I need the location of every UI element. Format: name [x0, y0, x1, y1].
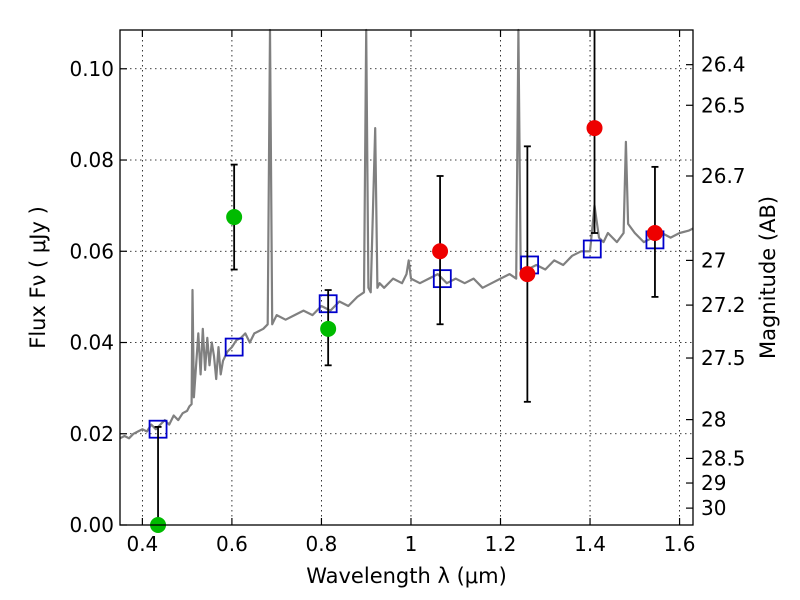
x-tick-label: 1.2	[485, 532, 517, 556]
x-tick-label: 0.6	[216, 532, 248, 556]
observed-point	[586, 120, 603, 137]
x-tick-label: 0.8	[306, 532, 338, 556]
mag-tick-label: 26.5	[701, 93, 746, 117]
mag-tick-label: 27.2	[701, 293, 746, 317]
y-tick-label: 0.00	[69, 513, 114, 537]
mag-tick-label: 28.5	[701, 446, 746, 470]
y-tick-label: 0.08	[69, 148, 114, 172]
mag-tick-label: 27.5	[701, 346, 746, 370]
y-tick-label: 0.04	[69, 331, 114, 355]
y-axis-label-right: Magnitude (AB)	[756, 196, 780, 359]
x-axis-label: Wavelength λ (μm)	[306, 564, 507, 588]
x-tick-label: 0.4	[126, 532, 158, 556]
model-photometry-square	[224, 337, 244, 357]
mag-tick-label: 29	[701, 471, 726, 495]
x-tick-label: 1	[405, 532, 418, 556]
tick-layer: 0.4 0.6 0.8 1 1.2 1.4 1.6 0.00 0.02 0.04 0.06 0.08 0…	[69, 30, 746, 556]
marker-layer	[148, 30, 665, 533]
mag-tick-label: 26.4	[701, 53, 746, 77]
observed-point	[432, 243, 449, 260]
y-tick-label: 0.10	[69, 57, 114, 81]
observed-point	[320, 320, 337, 337]
mag-tick-label: 30	[701, 496, 726, 520]
x-tick-label: 1.4	[574, 532, 606, 556]
y-tick-label: 0.02	[69, 422, 114, 446]
grid-lines	[120, 30, 693, 525]
model-curve-layer	[119, 28, 694, 440]
observed-point	[646, 225, 663, 242]
mag-tick-label: 28	[701, 408, 726, 432]
mag-tick-label: 26.7	[701, 164, 746, 188]
model-sed-curve	[119, 28, 694, 440]
y-tick-label: 0.06	[69, 239, 114, 263]
observed-point	[226, 209, 243, 226]
model-photometry-square	[432, 269, 452, 289]
mag-tick-label: 27	[701, 248, 726, 272]
model-photometry-square	[582, 239, 602, 259]
y-axis-label: Flux Fν ( μJy )	[26, 206, 50, 349]
plot-frame	[119, 29, 694, 526]
x-tick-label: 1.6	[664, 532, 696, 556]
observed-point	[519, 266, 536, 283]
